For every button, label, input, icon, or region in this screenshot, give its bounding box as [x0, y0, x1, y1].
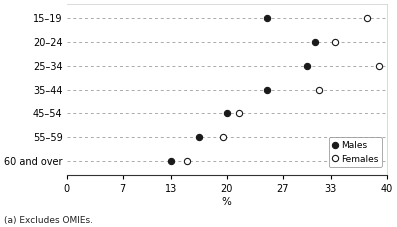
- X-axis label: %: %: [222, 197, 232, 207]
- Text: (a) Excludes OMIEs.: (a) Excludes OMIEs.: [4, 216, 93, 225]
- Legend: Males, Females: Males, Females: [329, 138, 382, 167]
